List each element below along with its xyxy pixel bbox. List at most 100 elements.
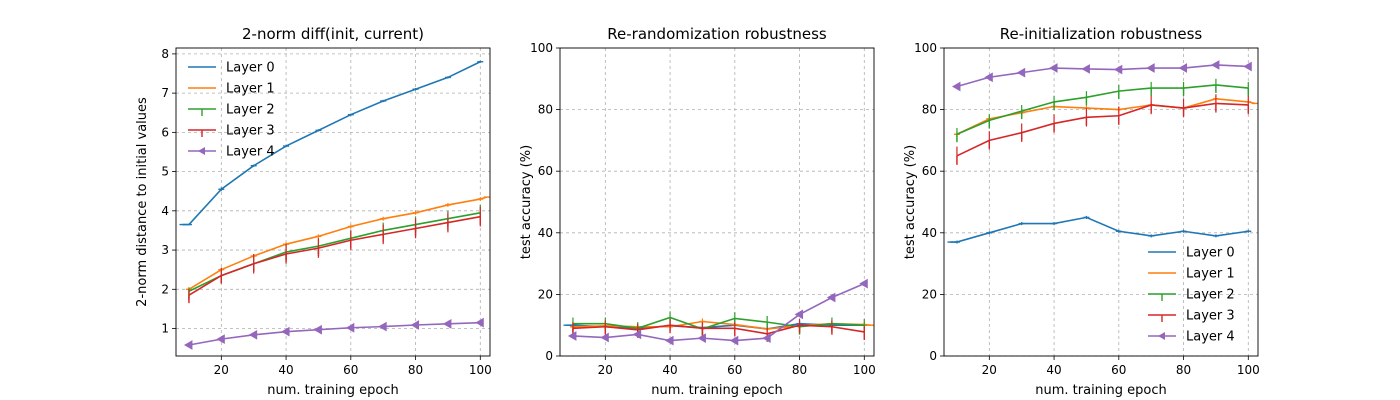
- x-tick-label: 100: [853, 363, 876, 377]
- y-tick-label: 20: [922, 287, 937, 301]
- series-layer-2: [572, 311, 865, 337]
- legend-item-layer-0: Layer 0: [1148, 246, 1235, 261]
- data-point: [1146, 63, 1155, 73]
- x-tick-label: 80: [408, 363, 423, 377]
- x-tick-label: 80: [792, 363, 807, 377]
- chart-title: 2-norm diff(init, current): [242, 25, 424, 43]
- x-tick-label: 60: [727, 363, 742, 377]
- axes-frame: [175, 47, 491, 357]
- y-tick-label: 0: [545, 349, 553, 363]
- x-tick-label: 20: [598, 363, 613, 377]
- data-point: [567, 331, 577, 341]
- x-tick-label: 60: [343, 363, 358, 377]
- legend-label: Layer 1: [1186, 267, 1235, 282]
- legend-item-layer-2: Layer 2: [1148, 288, 1235, 303]
- data-point: [632, 329, 642, 340]
- legend-item-layer-0: Layer 0: [188, 61, 275, 76]
- x-axis-label: num. training epoch: [1035, 383, 1167, 398]
- data-point: [410, 320, 420, 330]
- legend-item-layer-1: Layer 1: [188, 82, 275, 97]
- series-layer-0: [179, 60, 484, 226]
- chart-panel-1: 20 40 60 80 100 0 20 40 60 80 100 Re-randomization …: [519, 25, 876, 398]
- legend-label: Layer 3: [1186, 309, 1235, 324]
- data-point: [1243, 61, 1252, 72]
- axes-frame: [943, 47, 1259, 357]
- legend-label: Layer 1: [226, 82, 275, 97]
- x-tick-label: 40: [662, 363, 677, 377]
- chart-panel-0: 20 40 60 80 100 1 2 3 4 5 6 7 8 2-norm diff(init, cur…: [135, 25, 492, 398]
- data-point: [281, 326, 290, 337]
- data-point: [442, 318, 452, 329]
- y-tick-label: 20: [538, 287, 553, 301]
- legend-label: Layer 4: [1186, 330, 1235, 345]
- data-point: [378, 321, 387, 332]
- series-line: [956, 64, 1249, 88]
- data-point: [600, 332, 609, 343]
- legend-item-layer-3: Layer 3: [1148, 309, 1235, 324]
- data-point: [859, 278, 868, 289]
- series-line: [956, 102, 1249, 157]
- x-tick-label: 20: [214, 363, 229, 377]
- series-layer-3: [956, 94, 1249, 166]
- legend-item-layer-4: Layer 4: [188, 145, 275, 160]
- series-line: [956, 84, 1249, 135]
- data-point: [1113, 64, 1123, 75]
- legend-item-layer-2: Layer 2: [188, 103, 275, 118]
- y-tick-label: 100: [914, 41, 937, 55]
- series-layer-3: [188, 206, 481, 304]
- legend-label: Layer 0: [1186, 246, 1235, 261]
- y-tick-label: 6: [161, 125, 169, 139]
- x-axis-label: num. training epoch: [267, 383, 399, 398]
- legend-label: Layer 4: [226, 145, 275, 160]
- data-point: [313, 324, 322, 335]
- series-layer-2: [188, 204, 481, 300]
- legend-label: Layer 3: [226, 124, 275, 139]
- data-point: [1016, 67, 1026, 78]
- y-tick-label: 1: [161, 322, 169, 336]
- x-tick-label: 80: [1176, 363, 1191, 377]
- data-point: [183, 340, 193, 350]
- x-axis-label: num. training epoch: [651, 383, 783, 398]
- y-tick-label: 7: [161, 86, 169, 100]
- y-tick-label: 60: [922, 164, 937, 178]
- legend: Layer 0 Layer 1 Layer 2 Layer 3 Layer 4: [1148, 246, 1235, 345]
- chart-panel-2: 20 40 60 80 100 0 20 40 60 80 100 Re-initialization…: [903, 25, 1260, 398]
- series-line: [572, 282, 865, 342]
- data-point: [475, 317, 484, 328]
- series-line: [188, 215, 481, 296]
- series-layer-0: [947, 215, 1252, 244]
- y-tick-label: 80: [922, 103, 937, 117]
- data-point: [1081, 64, 1090, 74]
- data-point: [248, 329, 258, 340]
- x-tick-label: 40: [278, 363, 293, 377]
- data-point: [984, 72, 993, 83]
- y-axis-label: test accuracy (%): [519, 145, 534, 259]
- y-axis-label: test accuracy (%): [903, 145, 918, 259]
- data-point: [1210, 60, 1220, 70]
- series-layer-4: [567, 278, 868, 346]
- data-point: [826, 292, 836, 303]
- y-tick-label: 100: [530, 41, 553, 55]
- y-tick-label: 5: [161, 165, 169, 179]
- y-tick-label: 2: [161, 282, 169, 296]
- data-point: [345, 322, 355, 333]
- x-tick-label: 100: [1237, 363, 1260, 377]
- y-tick-label: 80: [538, 103, 553, 117]
- data-point: [1049, 63, 1058, 73]
- series-layer-2: [956, 78, 1249, 143]
- legend-label: Layer 2: [226, 103, 275, 118]
- y-tick-label: 3: [161, 243, 169, 257]
- legend-label: Layer 0: [226, 61, 275, 76]
- y-tick-label: 4: [161, 204, 169, 218]
- legend-item-layer-1: Layer 1: [1148, 267, 1235, 282]
- series-layer-3: [572, 319, 865, 342]
- x-tick-label: 60: [1111, 363, 1126, 377]
- data-point: [729, 335, 739, 346]
- y-tick-label: 40: [922, 226, 937, 240]
- legend-marker: [198, 147, 205, 155]
- y-tick-label: 40: [538, 226, 553, 240]
- data-point: [951, 81, 961, 92]
- series-line: [188, 321, 481, 346]
- legend-item-layer-4: Layer 4: [1148, 330, 1235, 345]
